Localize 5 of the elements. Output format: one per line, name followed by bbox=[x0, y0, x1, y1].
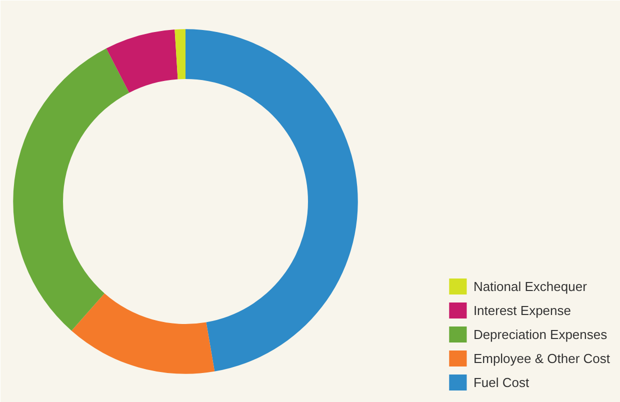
legend-label: Fuel Cost bbox=[473, 374, 530, 390]
legend-label: Interest Expense bbox=[473, 302, 571, 318]
legend-label: Employee & Other Cost bbox=[473, 350, 610, 366]
legend-label: Depreciation Expenses bbox=[473, 326, 608, 342]
legend-label: National Exchequer bbox=[473, 278, 587, 294]
